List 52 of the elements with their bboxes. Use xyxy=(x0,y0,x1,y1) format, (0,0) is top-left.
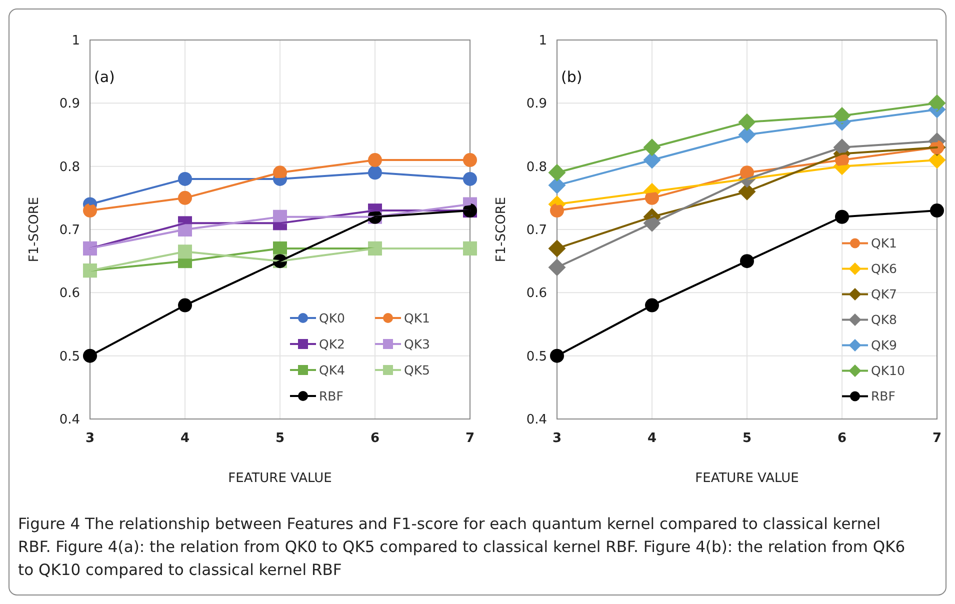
legend-label: QK5 xyxy=(404,362,430,378)
y-tick-label: 0.4 xyxy=(526,412,547,428)
point xyxy=(83,348,97,363)
legend-label: QK2 xyxy=(319,336,345,352)
y-tick-label: 0.5 xyxy=(59,349,80,364)
annotation: (b) xyxy=(561,68,582,86)
legend-label: QK3 xyxy=(404,336,430,352)
y-axis-title: F1-SCORE xyxy=(494,196,509,262)
x-tick-label: 6 xyxy=(370,431,380,446)
y-tick-label: 0.6 xyxy=(59,286,80,302)
point xyxy=(548,258,566,276)
y-tick-label: 0.6 xyxy=(526,286,547,302)
x-tick-label: 5 xyxy=(742,431,752,446)
y-tick-label: 0.9 xyxy=(526,96,547,112)
x-tick-label: 7 xyxy=(465,431,475,446)
legend-label: QK1 xyxy=(871,236,897,251)
legend-label: QK7 xyxy=(871,286,897,302)
x-tick-label: 4 xyxy=(647,431,657,446)
x-tick-label: 6 xyxy=(837,431,847,446)
point xyxy=(550,348,564,363)
y-tick-label: 0.8 xyxy=(59,160,80,175)
y-tick-label: 0.5 xyxy=(526,349,547,364)
legend-label: RBF xyxy=(871,388,896,404)
legend-label: QK4 xyxy=(319,362,346,378)
y-tick-label: 0.9 xyxy=(59,96,80,112)
y-axis-title: F1-SCORE xyxy=(27,196,42,262)
legend-label: QK0 xyxy=(319,310,346,326)
y-tick-label: 1 xyxy=(538,34,547,49)
y-tick-label: 0.7 xyxy=(59,223,80,238)
legend-label: QK10 xyxy=(871,363,905,378)
legend-label: QK9 xyxy=(871,338,898,353)
x-tick-label: 3 xyxy=(552,431,562,446)
legend-label: QK8 xyxy=(871,312,898,328)
point xyxy=(463,172,477,186)
y-tick-label: 1 xyxy=(72,34,80,49)
x-axis-title: FEATURE VALUE xyxy=(228,471,332,486)
annotation: (a) xyxy=(94,68,115,86)
legend-label: QK1 xyxy=(404,310,430,326)
y-tick-label: 0.8 xyxy=(526,160,547,175)
y-tick-label: 0.7 xyxy=(526,223,547,238)
point xyxy=(463,153,477,168)
point xyxy=(548,240,566,258)
x-tick-label: 4 xyxy=(180,431,190,446)
point xyxy=(930,204,944,218)
x-tick-label: 3 xyxy=(85,431,95,446)
caption: Figure 4 The relationship between Features and F1-score for each quantum kernel compared to classical kernel RBF. Figure 4(a): the relation from QK0 to QK5 compared to classical kernel RBF. Figure 4(b): the relation from QK6 to QK10 compared to classical kernel RBF xyxy=(18,514,906,581)
x-tick-label: 5 xyxy=(275,431,285,446)
legend-label: RBF xyxy=(319,388,344,404)
y-tick-label: 0.4 xyxy=(59,412,80,428)
x-tick-label: 7 xyxy=(932,431,942,446)
x-axis-title: FEATURE VALUE xyxy=(695,471,799,486)
legend-label: QK6 xyxy=(871,261,898,276)
